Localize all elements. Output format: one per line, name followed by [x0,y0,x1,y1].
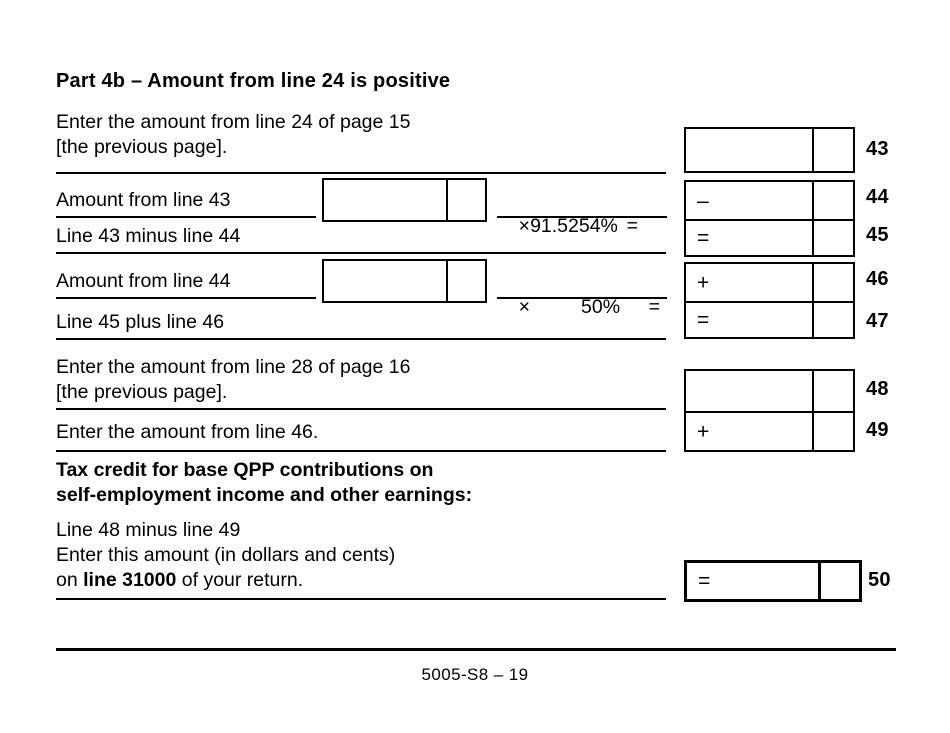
line-46-plus-sign: + [697,271,710,294]
line-49-amount-box[interactable]: + [686,411,853,450]
line-46-dollars-field[interactable]: + [686,264,814,301]
line-46-label: Amount from line 44 [56,270,231,292]
line-49-plus-sign: + [697,420,710,443]
line-48-underline [56,408,666,410]
line-48-49-box-group: + [684,369,855,452]
line-47-underline [56,338,666,340]
line-46-multiplier-underline [497,297,667,299]
line-46-multiplier: × 50% = [497,270,667,345]
line-46-entry-dollars[interactable] [324,261,448,301]
line-44-amount-box[interactable]: – [686,182,853,219]
line-31000-reference: line 31000 [83,569,177,591]
line-46-amount-box[interactable]: + [686,264,853,301]
line-44-label-underline [56,216,316,218]
line-48-amount-box[interactable] [686,371,853,411]
line-46-entry-cents[interactable] [448,261,485,301]
line-44-label: Amount from line 43 [56,189,231,211]
line-45-underline [56,252,666,254]
line-49-cents-field[interactable] [814,413,853,450]
tax-credit-heading: Tax credit for base QPP contributions on… [56,459,473,506]
line-44-multiplier-underline [497,216,667,218]
line-43-underline [56,172,666,174]
line-50-label-line1: Line 48 minus line 49 [56,519,241,541]
line-number-45: 45 [866,224,889,246]
line-47-cents-field[interactable] [814,303,853,337]
line-47-label: Line 45 plus line 46 [56,311,225,333]
line-44-entry-dollars[interactable] [324,180,448,220]
line-46-47-box-group: + = [684,262,855,339]
line-43-cents-field[interactable] [814,129,853,171]
line-48-cents-field[interactable] [814,371,853,411]
line-number-46: 46 [866,268,889,290]
line-44-rate: 91.5254% [530,215,618,237]
line-44-cents-field[interactable] [814,182,853,219]
line-number-49: 49 [866,419,889,441]
line-47-dollars-field[interactable]: = [686,303,814,337]
line-44-minus-sign: – [697,189,709,212]
line-50-dollars-field[interactable]: = [687,563,821,599]
line-49-label: Enter the amount from line 46. [56,421,319,443]
line-46-cents-field[interactable] [814,264,853,301]
line-44-dollars-field[interactable]: – [686,182,814,219]
line-50-cents-field[interactable] [821,563,859,599]
line-50-label-line3: on line 31000 of your return. [56,568,676,593]
equals-icon: = [626,215,639,237]
line-44-entry-box[interactable] [322,178,487,222]
line-50-amount-box[interactable]: = [684,560,862,602]
line-44-entry-cents[interactable] [448,180,485,220]
line-number-43: 43 [866,138,889,160]
line-47-equals-sign: = [697,308,710,332]
line-50-label-line2: Enter this amount (in dollars and cents) [56,544,396,566]
line-49-dollars-field[interactable]: + [686,413,814,450]
multiply-icon: × [518,215,531,237]
line-44-multiplier: ×91.5254% = [497,189,667,264]
line-43-dollars-field[interactable] [686,129,814,171]
line-48-dollars-field[interactable] [686,371,814,411]
line-50-label-line3-pre: on [56,569,84,591]
line-49-underline [56,450,666,452]
equals-icon: = [648,296,661,318]
multiply-icon: × [518,296,531,318]
line-43-amount-box[interactable] [684,127,855,173]
page-title: Part 4b – Amount from line 24 is positiv… [56,70,451,92]
line-45-cents-field[interactable] [814,221,853,255]
line-47-amount-box[interactable]: = [686,301,853,337]
line-number-50: 50 [868,569,891,591]
line-number-48: 48 [866,378,889,400]
line-46-rate: 50% [581,296,621,318]
line-44-45-box-group: – = [684,180,855,257]
footer-form-code: 5005-S8 – 19 [421,665,529,684]
line-43-label: Enter the amount from line 24 of page 15… [56,111,411,158]
footer-divider [56,648,896,651]
line-46-label-underline [56,297,316,299]
line-45-equals-sign: = [697,226,710,250]
line-45-amount-box[interactable]: = [686,219,853,255]
line-number-44: 44 [866,186,889,208]
line-50-equals-sign: = [698,569,711,593]
line-45-dollars-field[interactable]: = [686,221,814,255]
line-50-underline [56,598,666,600]
line-45-label: Line 43 minus line 44 [56,225,241,247]
line-48-label: Enter the amount from line 28 of page 16… [56,356,411,403]
line-number-47: 47 [866,310,889,332]
line-46-entry-box[interactable] [322,259,487,303]
line-50-label-line3-post: of your return. [176,569,304,591]
